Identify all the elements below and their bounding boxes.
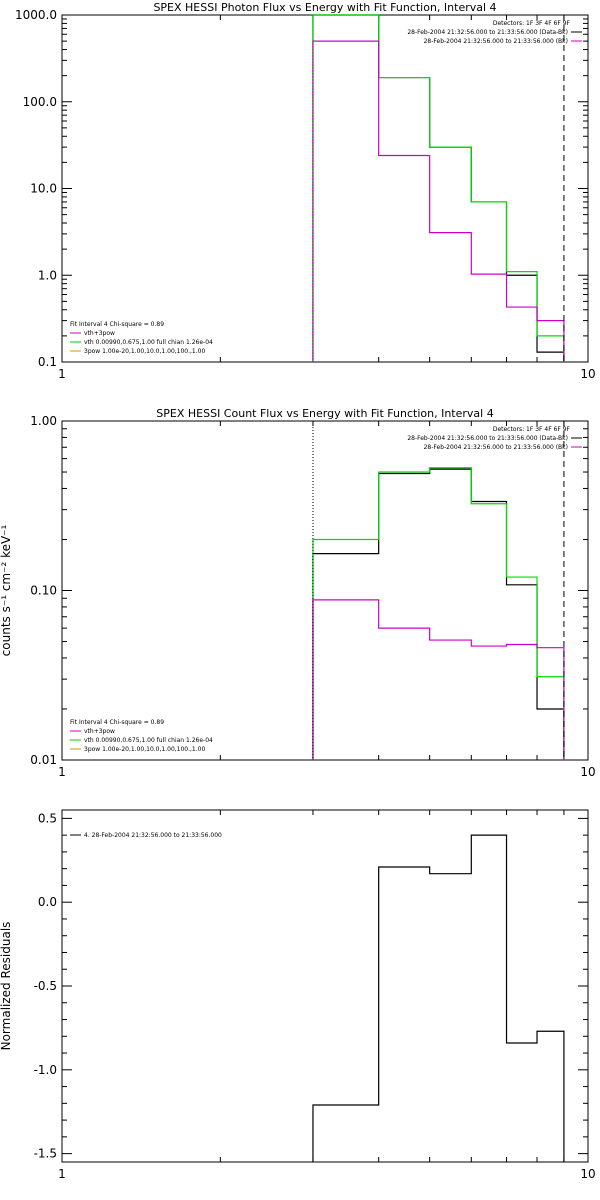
y-tick-label: 0.01: [30, 753, 57, 767]
y-tick-label: 1.0: [38, 268, 57, 282]
legend-entry-label: vth+3pow: [84, 330, 115, 337]
photon-flux-panel: SPEX HESSI Photon Flux vs Energy with Fi…: [15, 1, 596, 381]
legend-detectors: Detectors: 1F 3F 4F 6F 9F: [493, 426, 571, 433]
plot-frame: [61, 809, 589, 1163]
legend-entry-label: 28-Feb-2004 21:32:56.000 to 21:33:56.000…: [407, 29, 568, 36]
legend-entry-label: vth+3pow: [84, 728, 115, 735]
legend-entry-label: 28-Feb-2004 21:32:56.000 to 21:33:56.000…: [424, 444, 568, 451]
series-line-1: [312, 467, 565, 760]
y-tick-label: 1000.0: [15, 8, 57, 22]
y-tick-label: 0.5: [38, 811, 57, 825]
legend-entry-label: 28-Feb-2004 21:32:56.000 to 21:33:56.000…: [407, 435, 568, 442]
x-tick-label: 10: [580, 765, 595, 779]
series-line-2: [312, 40, 565, 362]
plot-frame: [61, 14, 589, 363]
legend-entry-label: 28-Feb-2004 21:32:56.000 to 21:33:56.000…: [424, 38, 568, 45]
y-tick-label: -0.5: [34, 979, 57, 993]
x-tick-label: 10: [580, 1167, 595, 1181]
legend-fit-header: Fit Interval 4 Chi-square = 0.89: [70, 321, 164, 328]
x-tick-label: 10: [580, 367, 595, 381]
y-tick-label: 100.0: [23, 95, 57, 109]
x-tick-label: 1: [58, 367, 66, 381]
series-line-0: [312, 14, 565, 362]
y-axis-label: counts s⁻¹ cm⁻² keV⁻¹: [0, 524, 13, 656]
y-tick-label: -1.5: [34, 1147, 57, 1161]
legend-entry-label: vth 0.00990,0.675,1.00 full chian 1.26e-…: [84, 339, 213, 346]
residuals-panel: Normalized Residuals 1 10 -1.5 -1.0 -0.5 0.0 0.…: [0, 809, 596, 1181]
chart-title: SPEX HESSI Count Flux vs Energy with Fit…: [156, 407, 493, 420]
y-tick-label: 10.0: [30, 182, 57, 196]
plot-frame: [61, 420, 589, 761]
series-line-0: [312, 834, 565, 1162]
x-tick-label: 1: [58, 1167, 66, 1181]
x-tick-label: 1: [58, 765, 66, 779]
series-line-2: [312, 599, 565, 760]
legend-fit-header: Fit Interval 4 Chi-square = 0.89: [70, 719, 164, 726]
y-tick-label: 0.10: [30, 584, 57, 598]
y-axis-label: Normalized Residuals: [0, 922, 13, 1051]
legend-detectors: Detectors: 1F 3F 4F 6F 9F: [493, 20, 571, 27]
legend-entry-label: 3pow 1.00e-20,1.00,10.0,1.00,100.,1.00: [84, 746, 205, 753]
y-tick-label: -1.0: [34, 1063, 57, 1077]
series-line-0: [312, 468, 565, 760]
legend-entry-label: vth 0.00990,0.675,1.00 full chian 1.26e-…: [84, 737, 213, 744]
legend-entry-label: 4. 28-Feb-2004 21:32:56.000 to 21:33:56.…: [84, 832, 222, 839]
legend-entry-label: 3pow 1.00e-20,1.00,10.0,1.00,100.,1.00: [84, 348, 205, 355]
series-line-1: [312, 14, 565, 362]
y-tick-label: 1.00: [30, 414, 57, 428]
y-tick-label: 0.0: [38, 895, 57, 909]
count-flux-panel: SPEX HESSI Count Flux vs Energy with Fit…: [0, 407, 596, 779]
y-tick-label: 0.1: [38, 355, 57, 369]
chart-title: SPEX HESSI Photon Flux vs Energy with Fi…: [153, 1, 496, 14]
